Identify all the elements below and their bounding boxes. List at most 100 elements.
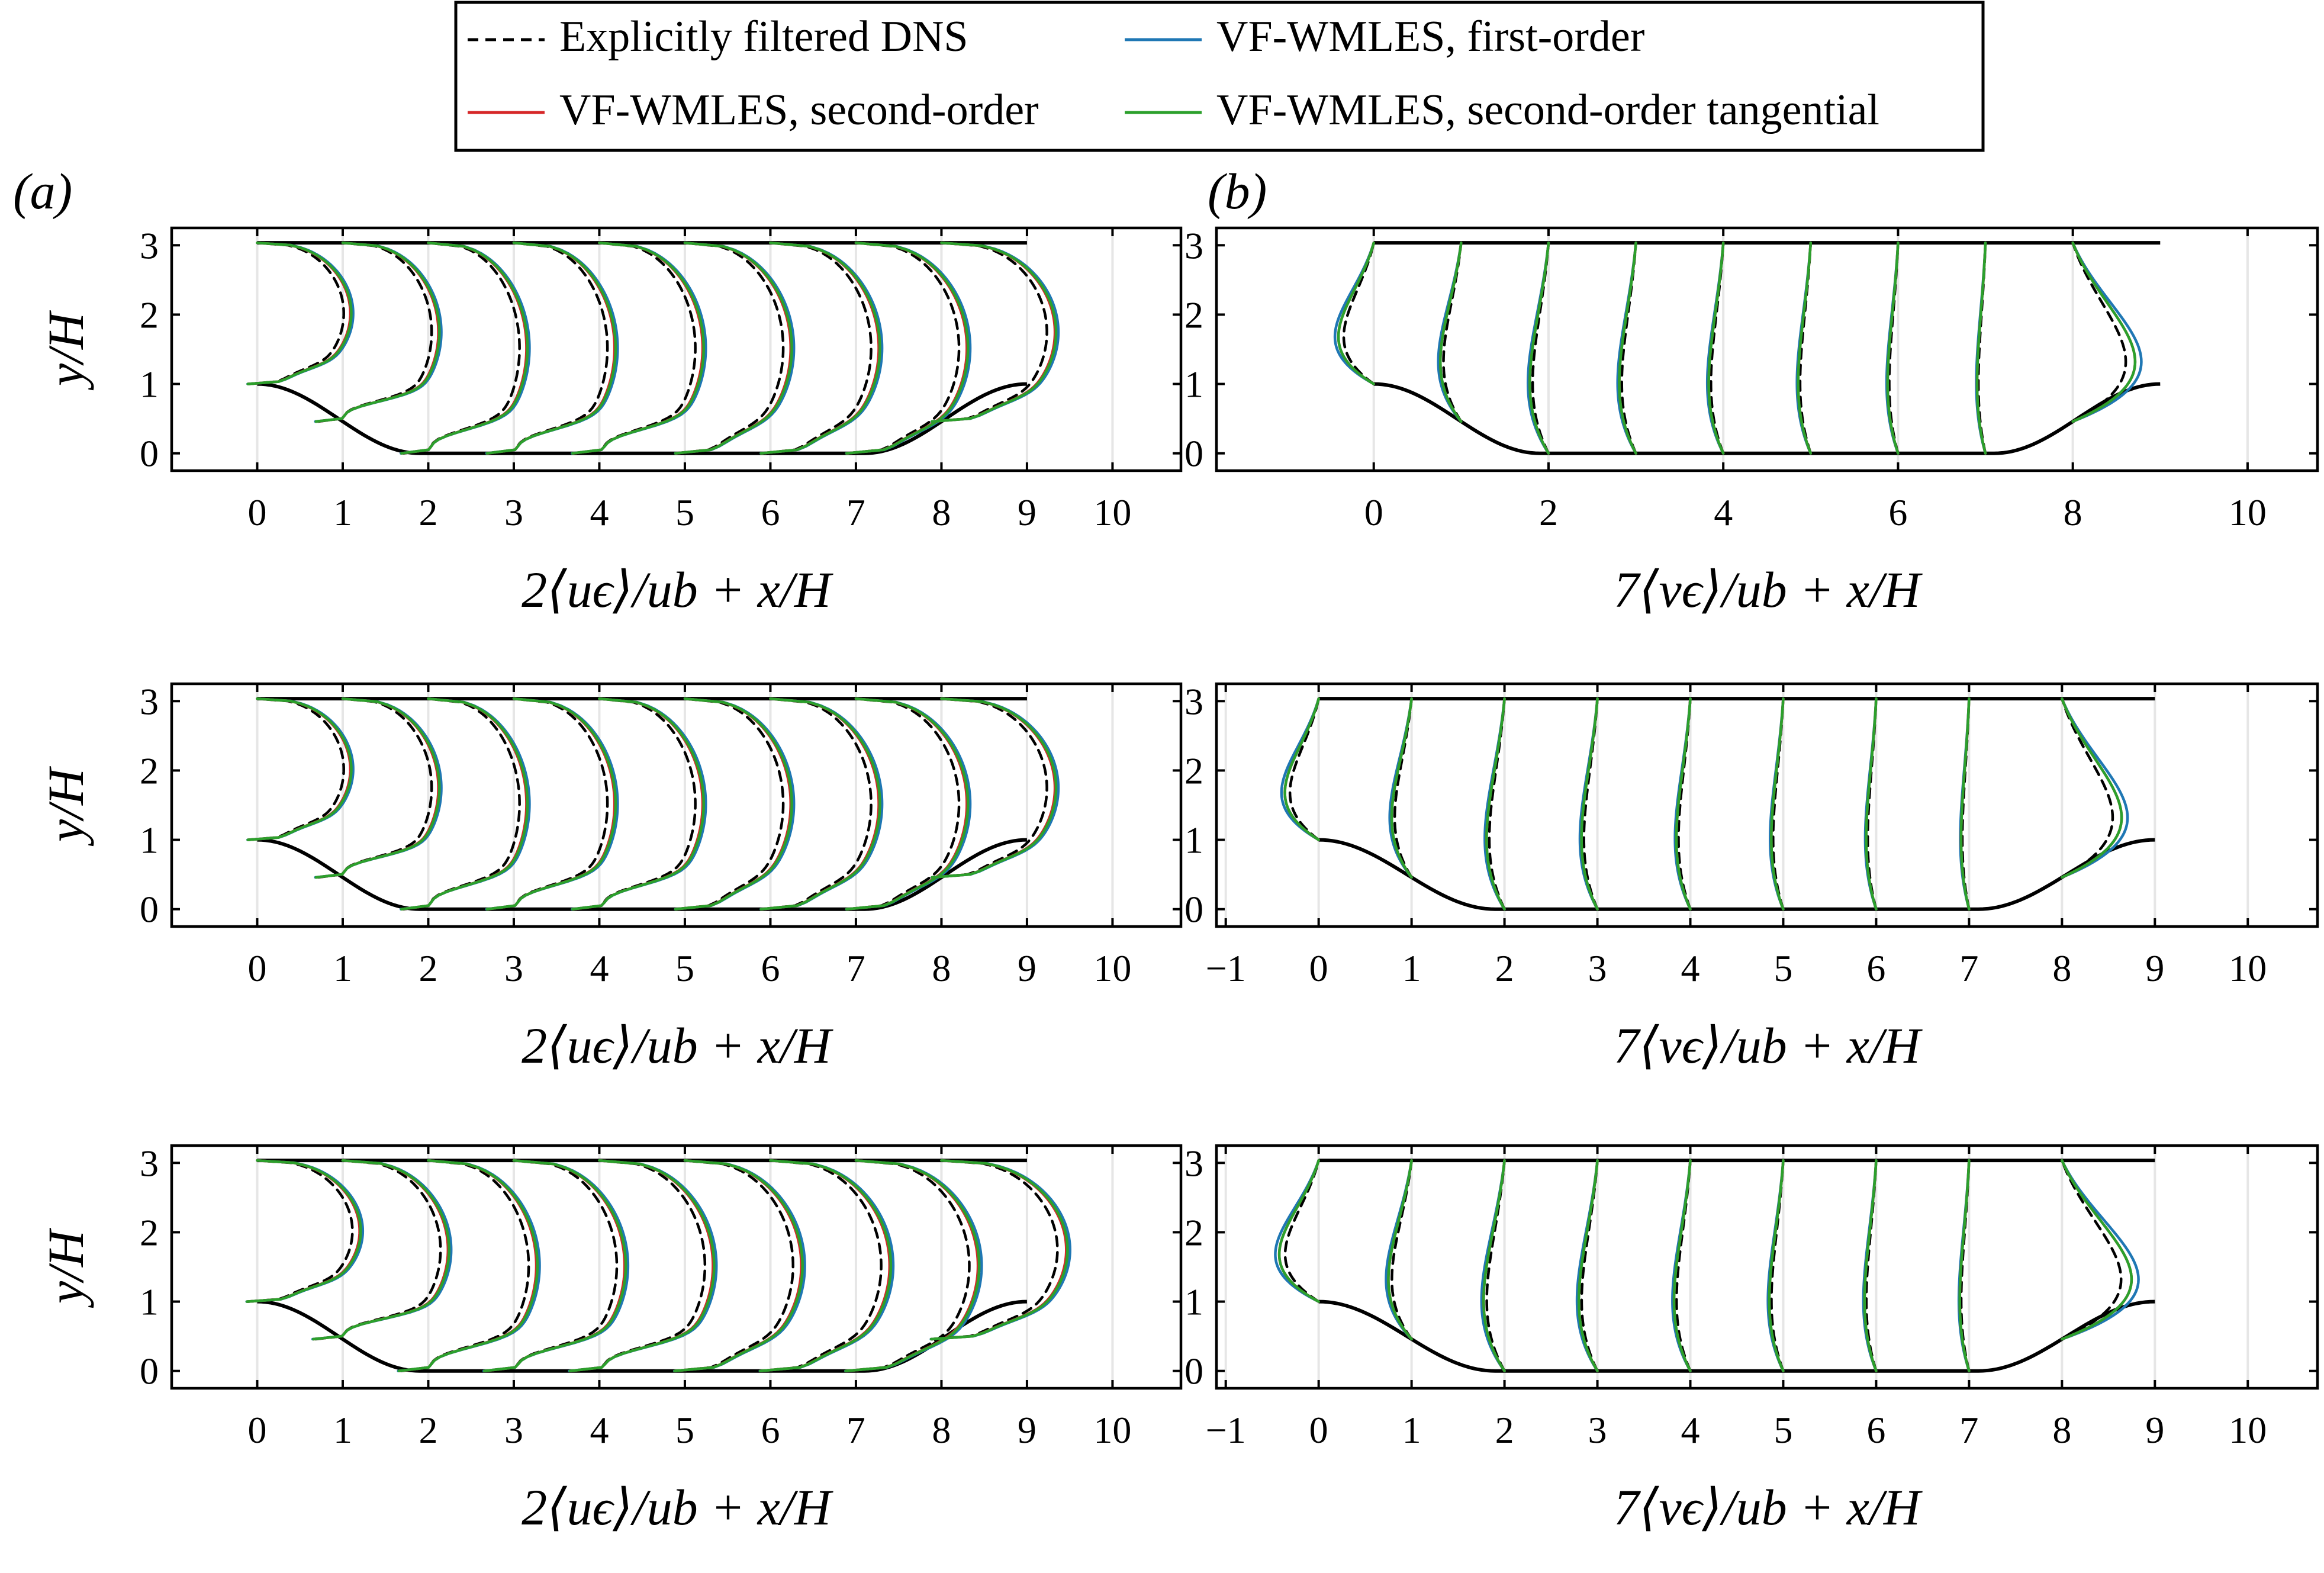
profile-first-station-8 xyxy=(2071,241,2143,423)
panel-a2: 0 1 2 3 4 5 6 7 8 9 10 0 1 2 3 2⟨uϵ⟩/ub + x/H y/H xyxy=(37,680,1183,1074)
profile-first-station-5 xyxy=(672,1159,806,1372)
x-tick-label-1: 2 xyxy=(1539,491,1558,533)
profile-dns-station-1 xyxy=(317,241,433,423)
profile-tangential-station-1 xyxy=(314,697,441,879)
x-tick-label-0: 0 xyxy=(247,947,266,989)
profile-dns-station-8 xyxy=(931,241,1048,423)
x-tick-label-0: −1 xyxy=(1206,947,1246,989)
panel-a3: 0 1 2 3 4 5 6 7 8 9 10 0 1 2 3 2⟨uϵ⟩/ub + x/H y/H xyxy=(37,1142,1183,1536)
x-tick-label-9: 9 xyxy=(1018,491,1037,533)
profile-second-station-5 xyxy=(673,1159,803,1372)
profile-tangential-station-0 xyxy=(246,241,353,385)
profile-tangential-station-7 xyxy=(845,241,970,455)
profile-second-station-6 xyxy=(759,697,880,911)
plot-frame xyxy=(1215,226,2319,472)
x-tick-label-2: 2 xyxy=(419,491,437,533)
profile-tangential-station-4 xyxy=(1707,241,1725,455)
profile-first-station-0 xyxy=(1274,1159,1320,1303)
profile-dns-station-8 xyxy=(931,1159,1059,1341)
profile-first-station-7 xyxy=(845,241,972,455)
profile-tangential-station-0 xyxy=(245,1159,362,1303)
panel-b1: 0 2 4 6 8 10 0 1 2 3 7⟨vϵ⟩/ub + x/H xyxy=(1184,224,2319,618)
profile-tangential-station-2 xyxy=(397,1159,539,1372)
lower-wall xyxy=(1318,1299,2155,1373)
y-tick-label-0: 0 xyxy=(1184,433,1203,475)
profile-tangential-station-3 xyxy=(485,697,617,911)
x-tick-label-11: 10 xyxy=(2229,947,2267,989)
profile-first-station-1 xyxy=(311,1159,453,1341)
profile-tangential-station-7 xyxy=(1958,1159,1971,1372)
profile-tangential-station-2 xyxy=(1482,1159,1506,1372)
profile-second-station-6 xyxy=(759,241,880,455)
x-tick-label-7: 6 xyxy=(1866,947,1885,989)
profile-dns-station-5 xyxy=(674,1159,794,1372)
profile-second-station-2 xyxy=(397,1159,538,1372)
profile-first-station-8 xyxy=(931,241,1060,423)
legend-frame xyxy=(454,1,1985,152)
profile-second-station-8 xyxy=(931,697,1057,879)
profile-tangential-station-7 xyxy=(844,1159,981,1372)
x-tick-label-4: 3 xyxy=(1588,947,1607,989)
x-tick-label-10: 10 xyxy=(1093,947,1131,989)
y-tick-label-3: 3 xyxy=(1184,224,1203,266)
profile-dns-station-4 xyxy=(573,241,697,455)
x-tick-label-3: 2 xyxy=(1495,1409,1514,1451)
x-tick-label-1: 1 xyxy=(333,491,352,533)
profile-dns-station-0 xyxy=(247,241,345,385)
profile-dns-station-6 xyxy=(760,697,873,911)
profile-tangential-station-1 xyxy=(1390,697,1413,879)
x-tick-label-10: 9 xyxy=(2145,947,2164,989)
profile-dns-station-8 xyxy=(2061,1159,2123,1341)
plot-frame xyxy=(1215,682,2319,928)
profile-tangential-station-7 xyxy=(845,697,970,911)
x-tick-label-0: 0 xyxy=(247,491,266,533)
profile-second-station-8 xyxy=(929,1159,1068,1341)
plot-frame xyxy=(170,682,1183,928)
profile-dns-station-4 xyxy=(573,697,697,911)
profile-first-station-0 xyxy=(245,1159,365,1303)
legend-label-second: VF-WMLES, second-order xyxy=(559,86,1039,134)
x-tick-label-4: 4 xyxy=(590,1409,609,1451)
profile-tangential-station-8 xyxy=(929,1159,1069,1341)
profile-dns-station-5 xyxy=(675,241,785,455)
x-tick-label-6: 5 xyxy=(1773,1409,1792,1451)
profile-first-station-4 xyxy=(568,1159,718,1372)
profile-second-station-6 xyxy=(758,1159,891,1372)
x-tick-label-7: 7 xyxy=(846,947,865,989)
profile-tangential-station-5 xyxy=(674,241,793,455)
x-tick-label-5: 5 xyxy=(675,1409,694,1451)
y-tick-label-1: 1 xyxy=(1184,819,1203,861)
x-tick-label-5: 5 xyxy=(675,491,694,533)
profile-tangential-station-4 xyxy=(1675,697,1692,911)
profile-first-station-6 xyxy=(759,241,884,455)
x-tick-label-6: 6 xyxy=(761,1409,780,1451)
profile-tangential-station-5 xyxy=(1768,1159,1785,1372)
profile-dns-station-0 xyxy=(247,697,345,841)
profile-tangential-station-8 xyxy=(931,697,1058,879)
lower-wall xyxy=(257,838,1027,911)
profile-tangential-station-8 xyxy=(2061,1159,2133,1341)
x-axis-label: 7⟨vϵ⟩/ub + x/H xyxy=(1614,1479,1923,1536)
y-tick-label-3: 3 xyxy=(140,1142,159,1184)
x-tick-label-1: 1 xyxy=(333,947,352,989)
x-tick-label-1: 1 xyxy=(333,1409,352,1451)
profile-dns-station-8 xyxy=(931,697,1048,879)
legend-label-tangential: VF-WMLES, second-order tangential xyxy=(1216,86,1879,134)
profile-tangential-station-6 xyxy=(1886,241,1900,455)
profile-first-station-2 xyxy=(397,1159,541,1372)
lower-wall xyxy=(257,1299,1027,1373)
profile-tangential-station-6 xyxy=(759,241,881,455)
profile-dns-station-8 xyxy=(2071,241,2127,423)
profile-dns-station-7 xyxy=(846,241,961,455)
x-tick-label-3: 2 xyxy=(1495,947,1514,989)
profile-tangential-station-5 xyxy=(673,1159,804,1372)
x-tick-label-10: 9 xyxy=(2145,1409,2164,1451)
profile-tangential-station-3 xyxy=(1577,1159,1599,1372)
legend: Explicitly filtered DNS VF-WMLES, first-… xyxy=(454,1,1985,152)
profile-dns-station-7 xyxy=(846,697,961,911)
profile-first-station-6 xyxy=(759,697,884,911)
profile-tangential-station-6 xyxy=(758,1159,893,1372)
x-tick-label-3: 3 xyxy=(504,1409,523,1451)
